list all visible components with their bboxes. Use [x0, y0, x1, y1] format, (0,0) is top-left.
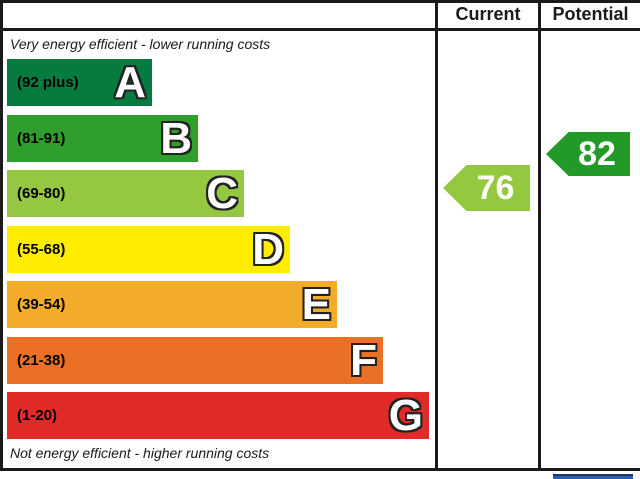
band-A: (92 plus) A: [7, 59, 152, 106]
band-E: (39-54) E: [7, 281, 337, 328]
band-B: (81-91) B: [7, 115, 198, 162]
band-range-label: (39-54): [17, 296, 66, 313]
band-range-label: (55-68): [17, 241, 66, 258]
band-C: (69-80) C: [7, 170, 244, 217]
current-column-divider: [435, 0, 438, 471]
potential-column-header: Potential: [552, 3, 629, 24]
table-border-left: [0, 0, 3, 471]
band-letter: E: [301, 280, 331, 329]
top-caption: Very energy efficient - lower running co…: [10, 36, 271, 52]
table-border-bottom: [0, 468, 640, 471]
potential-rating-value: 82: [578, 134, 616, 173]
band-range-label: (81-91): [17, 130, 66, 147]
band-D: (55-68) D: [7, 226, 290, 273]
table-header-divider: [0, 28, 640, 31]
bottom-caption: Not energy efficient - higher running co…: [10, 445, 270, 461]
band-letter: C: [206, 169, 238, 218]
band-G: (1-20) G: [7, 392, 429, 439]
band-letter: G: [388, 391, 423, 440]
band-letter: A: [114, 58, 146, 107]
band-letter: F: [350, 336, 377, 385]
table-border-top: [0, 0, 640, 3]
eu-flag-icon: [553, 474, 633, 479]
band-range-label: (1-20): [17, 407, 58, 424]
current-rating-value: 76: [476, 168, 515, 207]
current-column-header: Current: [455, 3, 521, 24]
current-rating-arrow: 76: [443, 165, 530, 211]
band-range-label: (69-80): [17, 185, 66, 202]
band-range-label: (92 plus): [17, 74, 79, 91]
potential-column-divider: [538, 0, 541, 471]
band-letter: B: [160, 114, 192, 163]
potential-rating-arrow: 82: [546, 132, 630, 176]
band-range-label: (21-38): [17, 352, 66, 369]
band-F: (21-38) F: [7, 337, 383, 384]
band-letter: D: [252, 225, 284, 274]
